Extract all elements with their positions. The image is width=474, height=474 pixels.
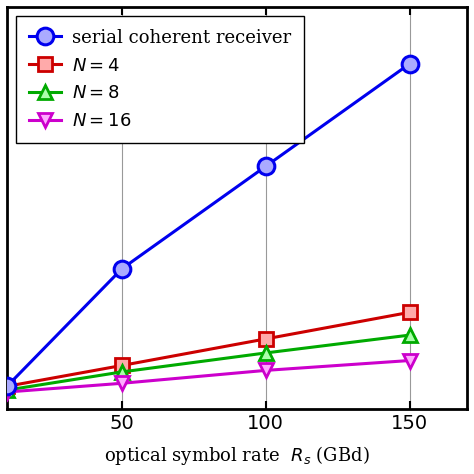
X-axis label: optical symbol rate  $R_s$ (GBd): optical symbol rate $R_s$ (GBd) xyxy=(104,444,370,467)
Legend: serial coherent receiver, $N = 4$, $N = 8$, $N = 16$: serial coherent receiver, $N = 4$, $N = … xyxy=(16,16,304,143)
